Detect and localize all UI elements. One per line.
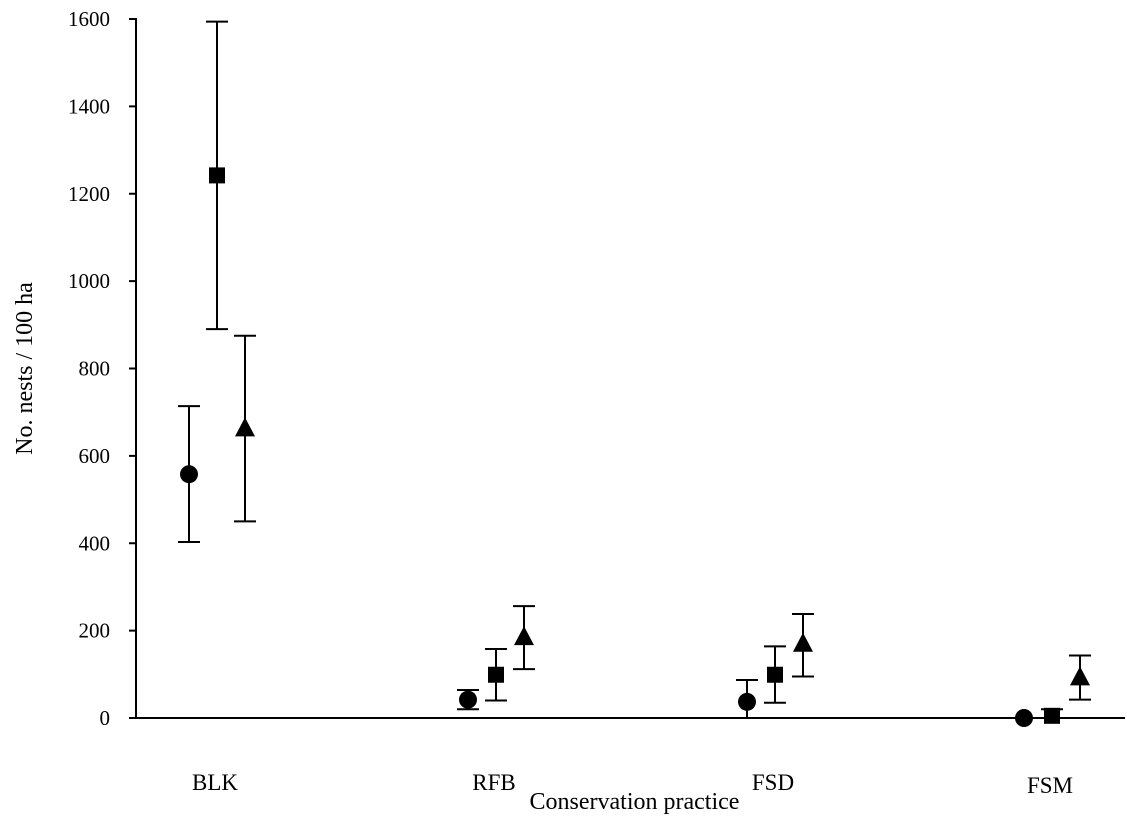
x-axis-title: Conservation practice xyxy=(530,789,740,815)
data-point-circle xyxy=(738,692,756,711)
data-markers xyxy=(180,167,1090,727)
y-axis-title: No. nests / 100 ha xyxy=(12,282,38,455)
data-point-triangle xyxy=(1070,666,1090,686)
y-axis: 0 200 400 600 800 1000 1200 1400 1600 xyxy=(68,7,137,730)
y-tick-label: 600 xyxy=(79,444,111,468)
data-point-triangle xyxy=(235,417,255,437)
data-point-square xyxy=(767,666,783,683)
x-category-label: RFB xyxy=(472,770,515,795)
x-category-label: FSM xyxy=(1027,773,1073,798)
y-tick-label: 200 xyxy=(79,619,111,643)
y-tick-label: 400 xyxy=(79,531,111,555)
y-tick-label: 800 xyxy=(79,357,111,381)
data-point-triangle xyxy=(514,626,534,646)
y-tick-label: 1200 xyxy=(68,182,110,206)
data-point-triangle xyxy=(793,632,813,652)
error-bars xyxy=(178,20,1091,718)
y-tick-label: 1000 xyxy=(68,269,110,293)
y-tick-label: 1600 xyxy=(68,7,110,31)
data-point-square xyxy=(488,666,504,683)
y-tick-label: 0 xyxy=(100,706,111,730)
y-tick-label: 1400 xyxy=(68,94,110,118)
x-category-label: BLK xyxy=(192,770,238,795)
x-category-label: FSD xyxy=(752,770,794,795)
data-point-circle xyxy=(1015,709,1033,727)
data-point-square xyxy=(209,167,225,184)
x-axis: BLK RFB FSD FSM xyxy=(136,717,1125,798)
data-point-circle xyxy=(459,690,477,709)
data-point-square xyxy=(1044,707,1060,724)
data-point-circle xyxy=(180,465,198,484)
